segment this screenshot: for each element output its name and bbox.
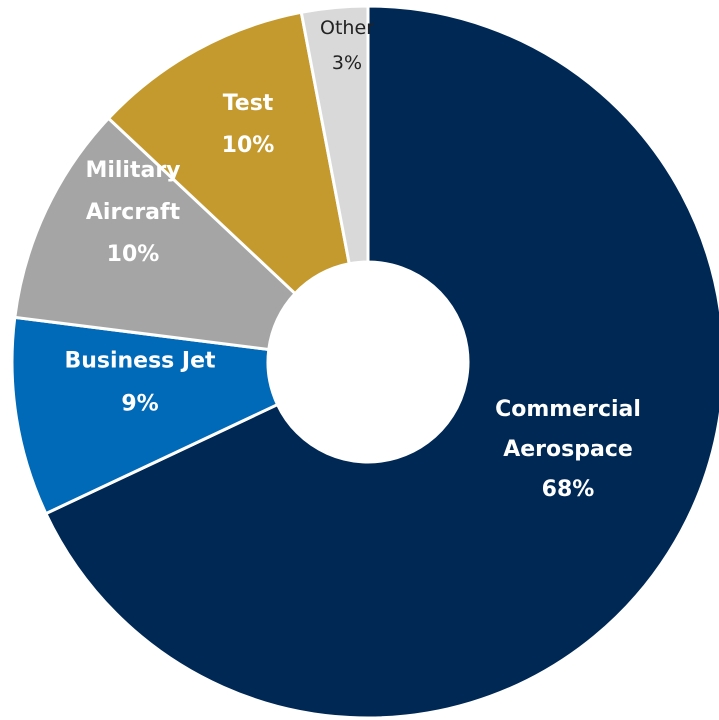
slice-label-other: Other 3%: [320, 17, 374, 74]
slice-name-label: Commercial: [495, 397, 641, 422]
slice-business-jet: [10, 315, 280, 516]
slice-commercial-aerospace: [43, 4, 719, 720]
slice-value-label: 68%: [542, 477, 595, 502]
slice-test: [106, 10, 352, 296]
slice-name-label: Business Jet: [64, 349, 216, 374]
slice-military-aircraft: [13, 116, 298, 352]
slice-name-label: Military: [85, 158, 180, 183]
slice-name-label: Aircraft: [86, 200, 181, 225]
slice-label-business-jet: Business Jet 9%: [64, 349, 216, 417]
slice-label-military-aircraft: Military Aircraft 10%: [85, 158, 180, 267]
slice-value-label: 9%: [121, 392, 158, 417]
slice-value-label: 10%: [107, 242, 160, 267]
slice-name-label: Other: [320, 17, 374, 39]
slice-value-label: 3%: [332, 52, 362, 74]
slice-value-label: 10%: [222, 133, 275, 158]
slice-name-label: Aerospace: [503, 437, 633, 462]
slice-other: [299, 4, 370, 266]
slice-label-test: Test 10%: [222, 91, 275, 158]
slice-label-commercial-aerospace: Commercial Aerospace 68%: [495, 397, 641, 502]
slice-name-label: Test: [223, 91, 274, 116]
